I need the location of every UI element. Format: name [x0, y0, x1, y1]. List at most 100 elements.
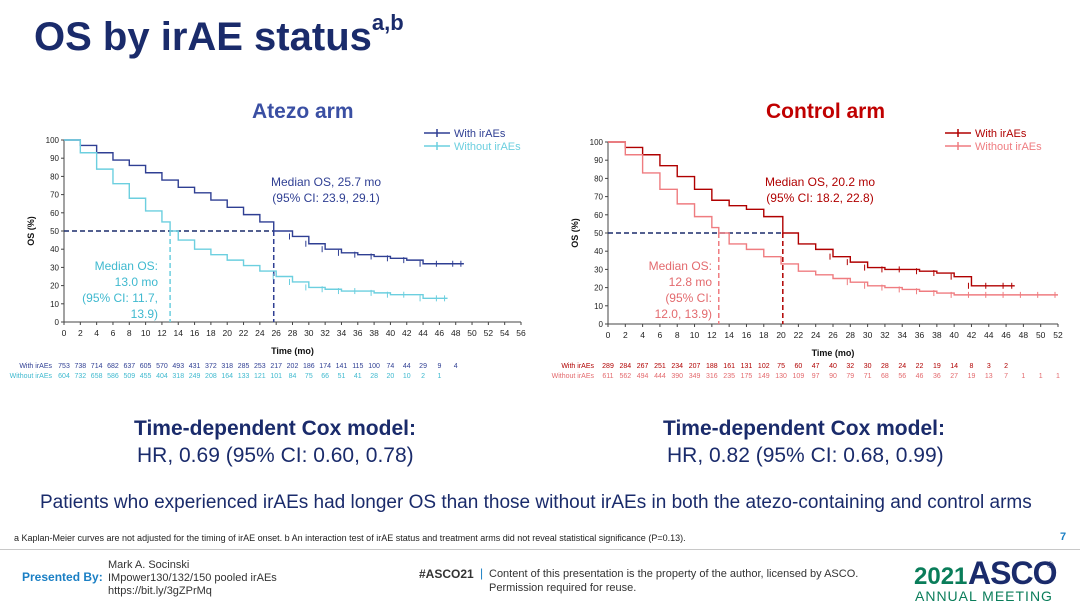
x-tick-label: 0: [606, 330, 611, 340]
x-tick-label: 16: [742, 330, 752, 340]
risk-table-count: 56: [898, 373, 906, 380]
risk-table-count: 75: [305, 373, 313, 380]
risk-table-count: 732: [74, 373, 86, 380]
risk-table-count: 267: [637, 363, 649, 370]
risk-table-count: 2: [1004, 363, 1008, 370]
risk-table-count: 22: [916, 363, 924, 370]
legend-label: Without irAEs: [975, 141, 1042, 153]
asco-hashtag: #ASCO21: [419, 567, 474, 581]
median-annotation-without: 12.0, 13.9): [655, 307, 712, 321]
y-tick-label: 10: [50, 300, 59, 309]
x-tick-label: 36: [915, 330, 925, 340]
y-tick-label: 70: [50, 191, 59, 200]
x-tick-label: 34: [897, 330, 907, 340]
y-tick-label: 90: [50, 154, 59, 163]
x-tick-label: 38: [369, 328, 379, 338]
x-tick-label: 20: [776, 330, 786, 340]
risk-table-count: 494: [637, 373, 649, 380]
x-tick-label: 8: [675, 330, 680, 340]
y-tick-label: 40: [50, 245, 59, 254]
y-tick-label: 60: [50, 209, 59, 218]
risk-table-count: 32: [846, 363, 854, 370]
risk-table-count: 13: [985, 373, 993, 380]
risk-table-count: 115: [352, 363, 363, 370]
risk-table-count: 121: [254, 373, 266, 380]
risk-table-count: 68: [881, 373, 889, 380]
footer-divider: [0, 549, 1080, 550]
footnote: a Kaplan-Meier curves are not adjusted f…: [14, 533, 686, 543]
risk-table-count: 101: [270, 373, 282, 380]
risk-table-count: 738: [74, 363, 86, 370]
km-curve-without-iraes: [608, 141, 1058, 296]
risk-table-count: 60: [794, 363, 802, 370]
risk-table-count: 234: [671, 363, 683, 370]
legend-label: With irAEs: [454, 128, 506, 140]
x-tick-label: 10: [141, 328, 151, 338]
risk-table-count: 102: [758, 363, 770, 370]
risk-table-count: 149: [758, 373, 770, 380]
y-tick-label: 50: [50, 227, 59, 236]
risk-table-count: 100: [368, 363, 380, 370]
x-tick-label: 48: [451, 328, 461, 338]
risk-table-count: 84: [289, 373, 297, 380]
risk-table-count: 207: [689, 363, 701, 370]
risk-table-count: 611: [602, 373, 613, 380]
x-tick-label: 44: [418, 328, 428, 338]
risk-table-count: 186: [303, 363, 315, 370]
risk-table-count: 19: [968, 373, 976, 380]
x-tick-label: 20: [222, 328, 232, 338]
risk-table-count: 570: [156, 363, 168, 370]
risk-table-count: 71: [864, 373, 872, 380]
risk-table-count: 28: [370, 373, 378, 380]
x-tick-label: 4: [640, 330, 645, 340]
risk-table-count: 455: [140, 373, 152, 380]
risk-table-count: 74: [387, 363, 395, 370]
presented-by-label: Presented By:: [22, 570, 103, 584]
y-tick-label: 0: [599, 320, 604, 329]
risk-table-count: 175: [741, 373, 753, 380]
asco-logo-year: 2021: [914, 563, 968, 590]
risk-table-count: 289: [602, 363, 614, 370]
conclusion-text: Patients who experienced irAEs had longe…: [40, 492, 1032, 513]
median-ci-with: (95% CI: 23.9, 29.1): [272, 191, 379, 205]
control-cox-label: Time-dependent Cox model:: [663, 417, 945, 440]
y-tick-label: 90: [594, 156, 603, 165]
x-tick-label: 32: [880, 330, 890, 340]
risk-table-count: 141: [336, 363, 348, 370]
presenter-link[interactable]: https://bit.ly/3gZPrMq: [108, 585, 212, 597]
risk-table-count: 130: [775, 373, 787, 380]
x-tick-label: 24: [811, 330, 821, 340]
median-annotation-without: 13.9): [131, 307, 158, 321]
risk-table-count: 47: [812, 363, 820, 370]
km-curve-with-iraes: [608, 141, 1015, 287]
risk-table-count: 562: [619, 373, 631, 380]
x-tick-label: 22: [239, 328, 249, 338]
risk-table-count: 10: [403, 373, 411, 380]
risk-table-count: 493: [172, 363, 184, 370]
atezo-arm-title: Atezo arm: [252, 100, 354, 123]
y-tick-label: 30: [594, 265, 603, 274]
risk-table-count: 97: [812, 373, 820, 380]
x-tick-label: 8: [127, 328, 132, 338]
risk-table-count: 444: [654, 373, 666, 380]
x-tick-label: 50: [467, 328, 477, 338]
y-tick-label: 80: [594, 174, 603, 183]
risk-table-count: 217: [270, 363, 282, 370]
x-tick-label: 26: [828, 330, 838, 340]
median-annotation-without: 13.0 mo: [115, 275, 159, 289]
risk-table-count: 131: [741, 363, 753, 370]
x-tick-label: 16: [190, 328, 200, 338]
x-tick-label: 46: [1001, 330, 1011, 340]
y-tick-label: 100: [590, 138, 604, 147]
risk-table-count: 41: [354, 373, 362, 380]
risk-table-count: 753: [58, 363, 70, 370]
footer-separator: |: [480, 566, 484, 580]
page-number: 7: [1060, 531, 1067, 543]
y-tick-label: 40: [594, 247, 603, 256]
risk-table-count: 30: [864, 363, 872, 370]
x-tick-label: 2: [78, 328, 83, 338]
y-tick-label: 30: [50, 263, 59, 272]
risk-table-count: 20: [387, 373, 395, 380]
x-tick-label: 18: [206, 328, 216, 338]
x-tick-label: 38: [932, 330, 942, 340]
